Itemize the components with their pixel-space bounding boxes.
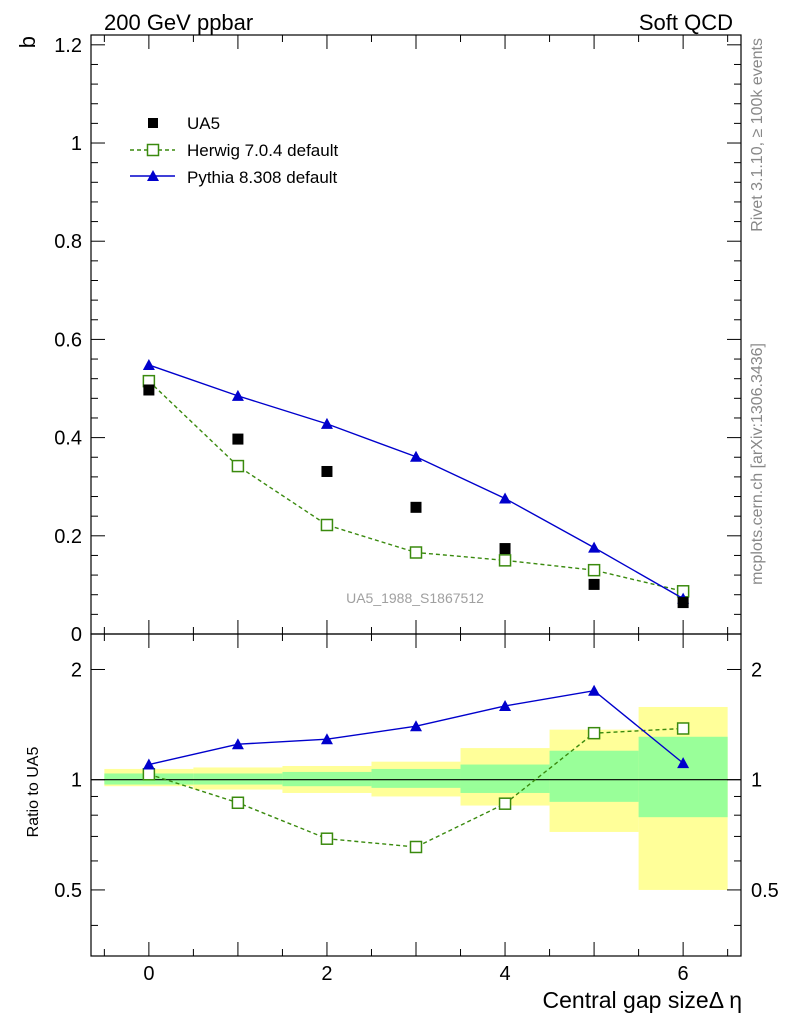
- main-y-tick-label: 0.2: [54, 526, 82, 548]
- stat-uncertainty-band: [371, 768, 461, 788]
- main-ylabel: b: [15, 36, 40, 48]
- stat-uncertainty-band: [638, 736, 728, 818]
- data-point: [320, 733, 333, 745]
- axis-ticks: [91, 35, 741, 956]
- data-point: [409, 840, 423, 854]
- data-point: [676, 722, 690, 735]
- data-point: [499, 699, 512, 711]
- data-point: [409, 546, 423, 559]
- legend-label-pythia: Pythia 8.308 default: [187, 168, 338, 187]
- axis-tick-labels: 0 2 4 6 0 0.2 0.4 0.6 0.8 1 1.2 0.5 0.5 1 1 2 2: [54, 35, 779, 985]
- data-point: [320, 832, 334, 845]
- data-point: [588, 684, 601, 696]
- data-point: [142, 758, 155, 770]
- data-point: [410, 501, 422, 513]
- data-point: [231, 459, 245, 473]
- data-point: [499, 492, 512, 504]
- data-point: [588, 578, 600, 590]
- main-series: [142, 358, 690, 609]
- stat-uncertainty-band: [282, 771, 372, 787]
- main-y-tick-label: 0.6: [54, 329, 82, 351]
- header-right: Soft QCD: [639, 10, 733, 35]
- main-y-tick-label: 0.8: [54, 231, 82, 253]
- stat-uncertainty-band: [460, 764, 550, 793]
- legend-marker-ua5: [148, 118, 158, 128]
- data-point: [498, 797, 512, 810]
- rivet-label: Rivet 3.1.10, ≥ 100k events: [749, 38, 766, 232]
- data-point: [677, 757, 690, 769]
- data-point: [588, 541, 601, 553]
- data-point: [320, 518, 334, 532]
- main-y-tick-label: 1.2: [54, 35, 82, 57]
- legend-marker-pythia: [147, 170, 159, 181]
- legend-label-herwig: Herwig 7.0.4 default: [187, 141, 338, 160]
- ratio-y-tick-label-right: 2: [751, 659, 762, 681]
- data-point: [231, 389, 244, 401]
- ratio-y-tick-label: 1: [71, 770, 82, 792]
- x-tick-label: 2: [321, 963, 332, 985]
- data-point: [231, 738, 244, 750]
- data-point: [677, 597, 689, 609]
- header-left: 200 GeV ppbar: [104, 10, 253, 35]
- main-y-tick-label: 0.4: [54, 428, 82, 450]
- data-point: [143, 384, 155, 396]
- ratio-ylabel: Ratio to UA5: [25, 747, 42, 838]
- legend: UA5 Herwig 7.0.4 default Pythia 8.308 de…: [130, 114, 338, 187]
- data-point: [410, 450, 422, 462]
- ratio-y-tick-label-right: 1: [751, 770, 762, 792]
- data-point: [142, 358, 155, 370]
- x-tick-label: 6: [678, 963, 689, 985]
- x-tick-label: 4: [499, 963, 510, 985]
- x-tick-label: 0: [143, 963, 154, 985]
- data-point: [320, 417, 333, 429]
- stat-uncertainty-band: [193, 773, 283, 785]
- ratio-y-tick-label-right: 0.5: [751, 880, 779, 902]
- data-point: [321, 465, 333, 477]
- data-point: [587, 726, 601, 740]
- data-point: [498, 554, 512, 567]
- data-point: [410, 720, 422, 732]
- uncertainty-bands: [104, 706, 728, 890]
- ratio-series: [142, 684, 690, 854]
- xlabel: Central gap sizeΔ η: [543, 987, 742, 1013]
- main-y-tick-label: 1: [71, 133, 82, 155]
- main-y-tick-label: 0: [71, 624, 82, 646]
- data-point: [231, 796, 245, 810]
- data-point: [499, 543, 511, 555]
- legend-marker-herwig: [146, 143, 160, 157]
- watermark: UA5_1988_S1867512: [346, 590, 484, 606]
- data-point: [232, 433, 244, 445]
- stat-uncertainty-band: [549, 750, 639, 802]
- ratio-y-tick-label: 2: [71, 659, 82, 681]
- data-point: [142, 767, 156, 781]
- series-line: [148, 364, 684, 600]
- legend-label-ua5: UA5: [187, 114, 220, 133]
- ratio-y-tick-label: 0.5: [54, 880, 82, 902]
- series-line: [148, 380, 684, 592]
- mcplots-label: mcplots.cern.ch [arXiv:1306.3436]: [749, 343, 766, 585]
- data-point: [587, 563, 601, 577]
